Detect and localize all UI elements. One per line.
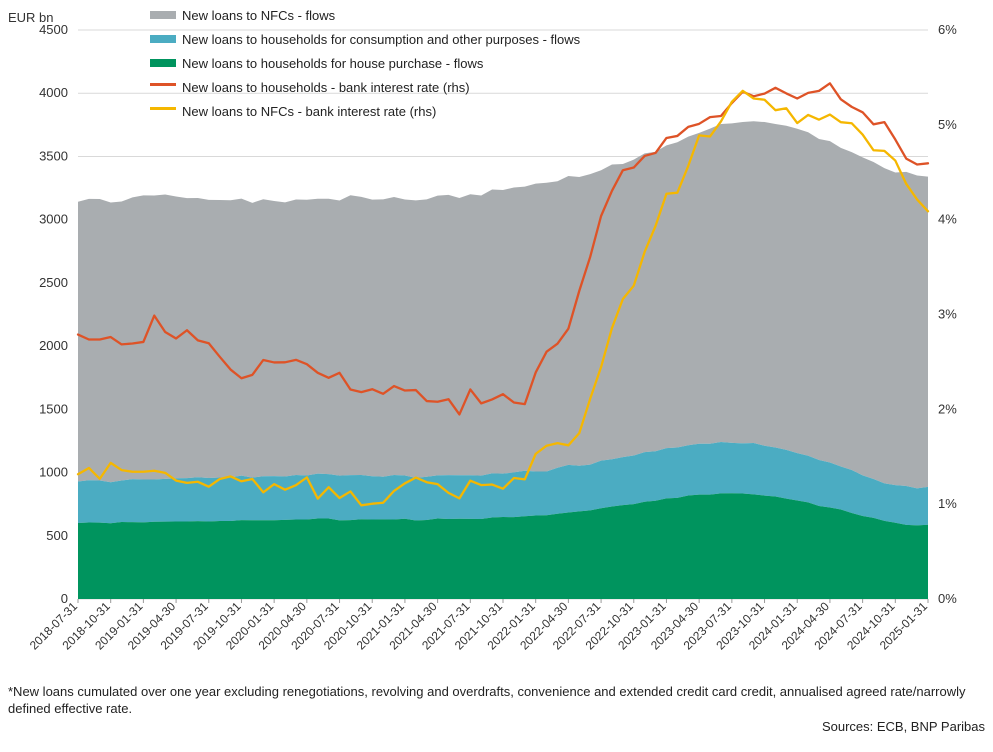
svg-text:0%: 0% [938, 591, 957, 606]
svg-text:6%: 6% [938, 22, 957, 37]
svg-text:1%: 1% [938, 496, 957, 511]
svg-text:2%: 2% [938, 401, 957, 416]
svg-text:3000: 3000 [39, 212, 68, 227]
svg-text:4000: 4000 [39, 85, 68, 100]
svg-text:5%: 5% [938, 117, 957, 132]
svg-text:1000: 1000 [39, 465, 68, 480]
svg-text:3%: 3% [938, 307, 957, 322]
svg-text:1500: 1500 [39, 401, 68, 416]
svg-text:2000: 2000 [39, 338, 68, 353]
svg-text:2500: 2500 [39, 275, 68, 290]
svg-text:4%: 4% [938, 212, 957, 227]
svg-text:500: 500 [46, 528, 68, 543]
svg-text:3500: 3500 [39, 148, 68, 163]
